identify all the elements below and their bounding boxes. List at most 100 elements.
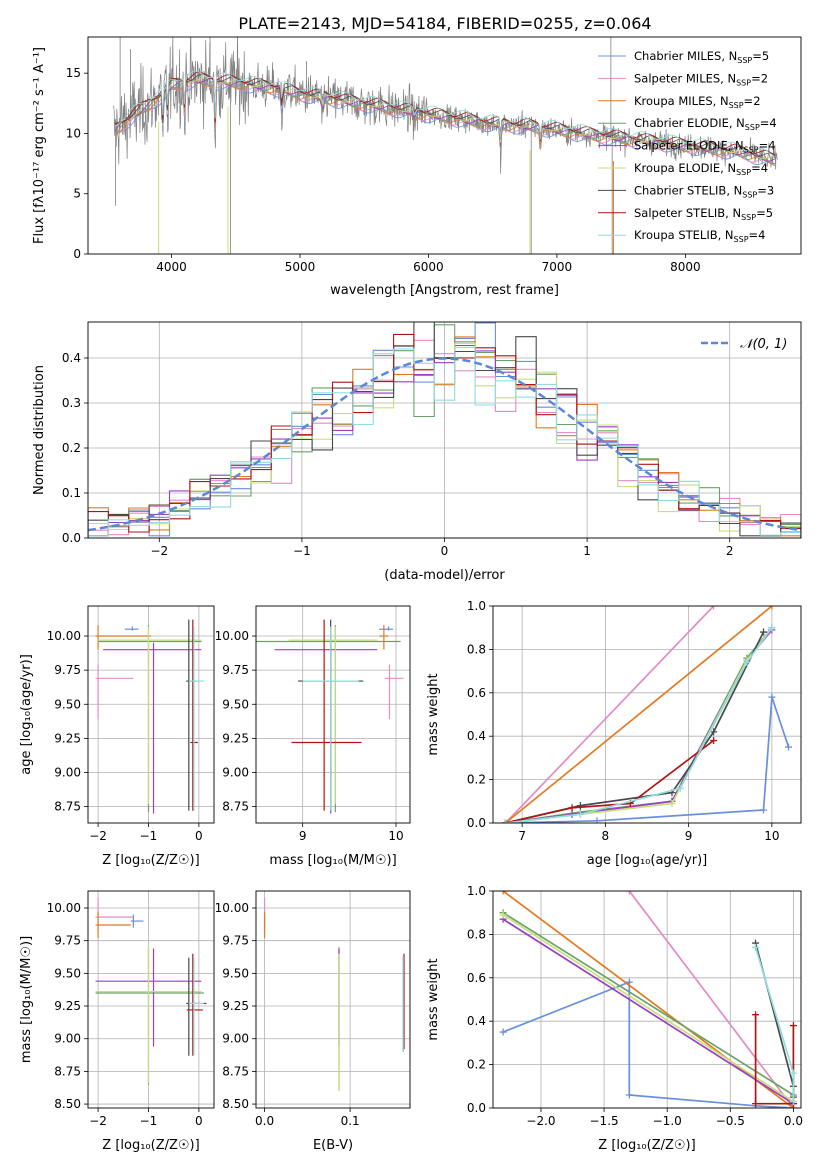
y-tick-label: 10.00 (47, 629, 81, 643)
mass-weight-series (502, 914, 794, 1103)
legend-nssp-sub: SSP (741, 213, 756, 222)
mass-weight-series (502, 911, 794, 1096)
y-tick-label: 9.00 (54, 766, 81, 780)
legend-nssp-value: 4 (761, 161, 768, 175)
legend-nssp-sub: SSP (736, 78, 751, 87)
y-axis-label: mass weight (426, 958, 441, 1040)
legend-model-name: Salpeter MILES (634, 71, 720, 85)
legend-model-name: Kroupa MILES (634, 94, 713, 108)
y-tick-label: 9.75 (54, 934, 81, 948)
x-tick-label: 10 (764, 829, 779, 843)
axes-frame (87, 890, 215, 1109)
y-tick-label: 9.75 (222, 934, 249, 948)
axes-frame (87, 36, 802, 255)
model-spectrum-kroupa-miles (114, 79, 775, 167)
legend-model-name: Kroupa ELODIE (634, 161, 720, 175)
mass-weight-marker (768, 693, 776, 701)
y-tick-label: 5 (73, 187, 81, 201)
y-tick-label: 0.8 (467, 642, 486, 656)
y-tick-label: 0.4 (467, 1014, 486, 1028)
legend-model-name: Kroupa STELIB (634, 228, 718, 242)
y-tick-label: 0.2 (467, 773, 486, 787)
x-tick-label: 7 (518, 829, 526, 843)
y-tick-label: 8.75 (222, 1064, 249, 1078)
axes-spectrum: 4000 5000 6000 7000 8000 0 5 10 15 (66, 66, 701, 274)
y-axis-label: Flux [fλ10⁻¹⁷ erg cm⁻² s⁻¹ A⁻¹] (32, 47, 47, 244)
normal-distribution-curve (88, 357, 801, 532)
mass-weight-marker (760, 628, 768, 636)
x-axis-label: wavelength [Angstrom, rest frame] (330, 283, 559, 298)
legend-eq: = (760, 116, 770, 130)
legend-label: Chabrier ELODIE, NSSP=4 (634, 116, 777, 132)
x-tick-label: −0.5 (716, 1114, 745, 1128)
y-tick-label: 9.50 (54, 697, 81, 711)
x-tick-label: 4000 (156, 260, 187, 274)
y-tick-label: 0.4 (467, 729, 486, 743)
legend-label: Kroupa MILES, NSSP=2 (634, 94, 761, 110)
legend-nssp-label: , N (725, 206, 741, 220)
axes-weight-z: −2.0 −1.5 −1.0 −0.5 0.0 0.0 0.2 0.4 0.6 0.8 1.0 (467, 884, 803, 1128)
legend-nssp-label: , N (720, 161, 736, 175)
y-tick-label: 0.8 (467, 927, 486, 941)
residual-histogram-kroupa-elodie (88, 342, 801, 538)
mass-weight-series (504, 606, 773, 823)
y-tick-label: 10.00 (215, 629, 249, 643)
y-tick-label: 0.2 (62, 441, 81, 455)
legend-nssp-value: 2 (761, 71, 768, 85)
mass-weight-series (504, 606, 715, 823)
mass-weight-marker (785, 743, 793, 751)
legend-nssp-label: , N (729, 116, 745, 130)
legend-nssp-value: 3 (767, 183, 774, 197)
mass-weight-marker (710, 606, 718, 610)
x-axis-label: mass [log₁₀(M/M☉)] (269, 853, 396, 868)
y-tick-label: 0.0 (467, 816, 486, 830)
model-spectrum-salpeter-elodie (114, 77, 775, 162)
mass-weight-marker (668, 799, 676, 807)
y-tick-label: 9.50 (222, 697, 249, 711)
legend-nssp-label: , N (718, 228, 734, 242)
y-tick-label: 0 (73, 247, 81, 261)
mass-weight-marker (768, 606, 776, 610)
x-tick-label: −2 (89, 829, 107, 843)
mass-weight-marker (768, 624, 776, 632)
x-tick-label: 9 (299, 829, 307, 843)
legend-label: Salpeter ELODIE, NSSP=4 (634, 139, 776, 155)
axes-frame (87, 321, 802, 539)
mass-weight-marker (752, 943, 760, 951)
x-tick-label: −1 (140, 1114, 158, 1128)
x-axis-label: Z [log₁₀(Z/Z☉)] (102, 853, 199, 868)
legend-eq: = (751, 161, 761, 175)
legend-nssp-label: , N (720, 71, 736, 85)
legend-label: Chabrier STELIB, NSSP=3 (634, 183, 774, 199)
axes-frame (87, 605, 215, 824)
y-tick-label: 9.75 (54, 663, 81, 677)
mass-weight-marker (710, 728, 718, 736)
y-axis-label: Normed distribution (32, 365, 47, 495)
legend-label: Kroupa ELODIE, NSSP=4 (634, 161, 768, 177)
legend-label: Salpeter STELIB, NSSP=5 (634, 206, 773, 222)
mass-weight-series (505, 739, 715, 823)
y-tick-label: 0.0 (62, 531, 81, 545)
y-tick-label: 9.50 (222, 966, 249, 980)
legend-nssp-sub: SSP (734, 235, 749, 244)
mass-weight-series (754, 1014, 795, 1105)
axes-weight-age: 7 8 9 10 0.0 0.2 0.4 0.6 0.8 1.0 (467, 599, 801, 843)
plot-area-mass-ebv (263, 897, 405, 1092)
x-tick-label: −2 (89, 1114, 107, 1128)
legend-model-name: Salpeter ELODIE (634, 139, 728, 153)
x-tick-label: −1.5 (590, 1114, 619, 1128)
legend-nssp-value: 4 (769, 116, 776, 130)
mass-weight-marker (743, 658, 751, 666)
mass-weight-marker (593, 817, 601, 823)
x-tick-label: 10 (388, 829, 403, 843)
y-tick-label: 1.0 (467, 599, 486, 613)
y-tick-label: 9.00 (222, 766, 249, 780)
legend-eq: = (749, 228, 759, 242)
y-axis-label: mass weight (426, 673, 441, 755)
legend-nssp-value: 4 (768, 139, 775, 153)
x-tick-label: 8 (602, 829, 610, 843)
legend-nssp-sub: SSP (744, 146, 759, 155)
y-tick-label: 0.3 (62, 396, 81, 410)
residual-histogram-salpeter-elodie (88, 344, 801, 538)
